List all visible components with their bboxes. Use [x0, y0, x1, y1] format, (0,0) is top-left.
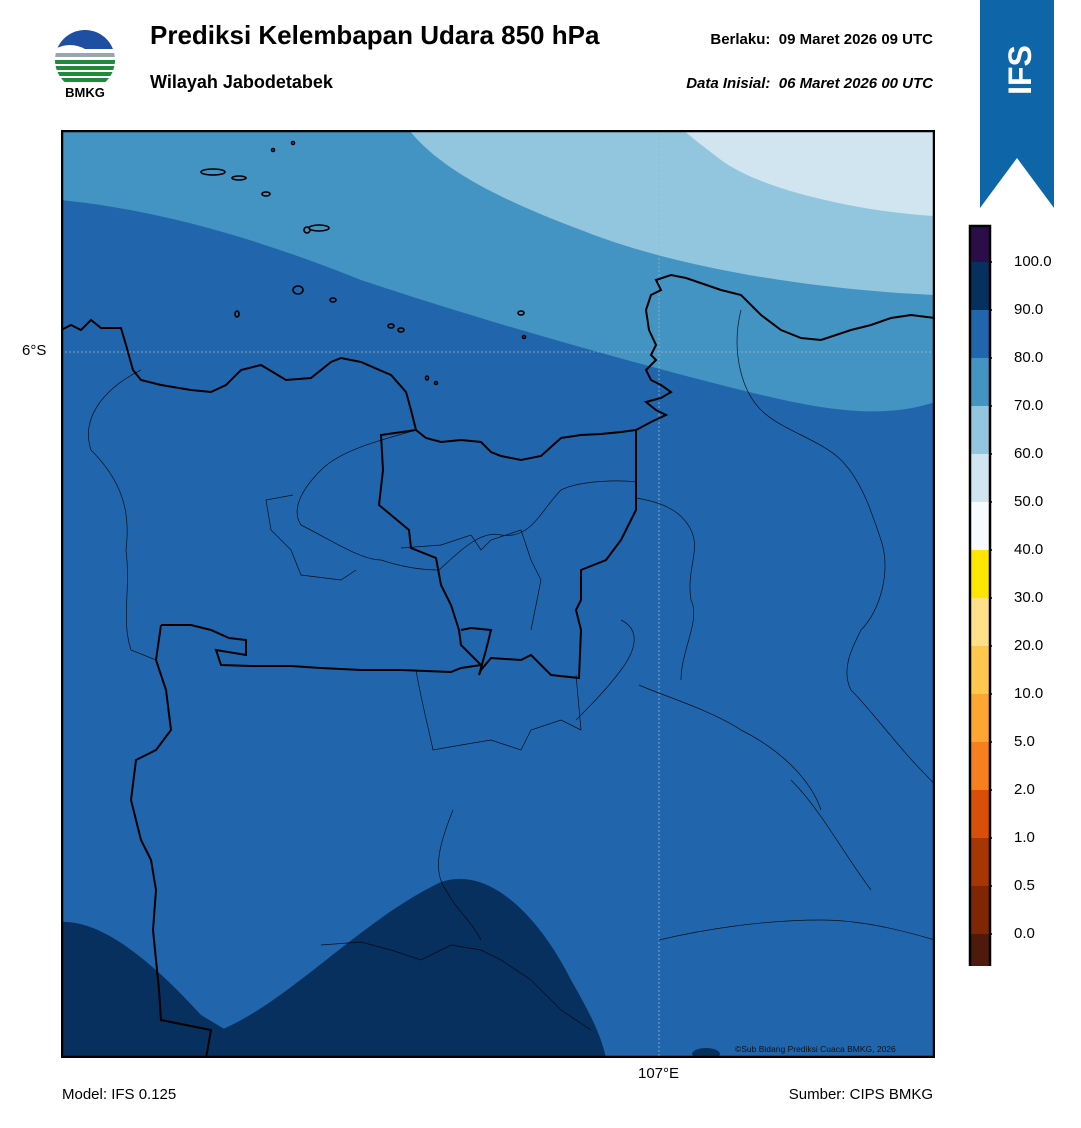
colorbar-segment — [970, 550, 990, 598]
colorbar-segment — [970, 790, 990, 838]
colorbar-segment — [970, 838, 990, 886]
colorbar-segment — [970, 454, 990, 502]
map-credit: ©Sub Bidang Prediksi Cuaca BMKG, 2026 — [735, 1044, 896, 1054]
colorbar-tick-label: 2.0 — [1014, 781, 1035, 798]
valid-time: Berlaku: 09 Maret 2026 09 UTC — [710, 31, 933, 48]
colorbar-tick-label: 0.5 — [1014, 877, 1035, 894]
colorbar-segment — [970, 646, 990, 694]
valid-label: Berlaku: — [710, 31, 771, 48]
init-value: 06 Maret 2026 00 UTC — [778, 75, 933, 92]
band-90-100-left — [62, 922, 231, 1057]
colorbar-tick-label: 100.0 — [1014, 253, 1052, 270]
colorbar-tick-label: 5.0 — [1014, 733, 1035, 750]
lat-label: 6°S — [22, 342, 47, 359]
colorbar-segment — [970, 358, 990, 406]
humidity-map — [61, 130, 935, 1058]
colorbar-frame — [968, 224, 992, 966]
ifs-ribbon — [980, 0, 1054, 208]
colorbar-segment — [970, 226, 990, 262]
colorbar-segment — [970, 502, 990, 550]
colorbar-segment — [970, 886, 990, 934]
colorbar-tick-label: 70.0 — [1014, 397, 1044, 414]
colorbar-tick-label: 90.0 — [1014, 301, 1044, 318]
colorbar-tick-label: 40.0 — [1014, 541, 1044, 558]
init-label: Data Inisial: — [686, 75, 771, 92]
band-90-100-spot — [692, 1048, 720, 1057]
page-title: Prediksi Kelembapan Udara 850 hPa — [150, 20, 600, 50]
lon-label: 107°E — [638, 1065, 680, 1082]
logo-text: BMKG — [65, 85, 105, 100]
map-frame — [61, 130, 935, 1058]
colorbar — [968, 224, 992, 966]
svg-text:IFS: IFS — [1002, 45, 1038, 95]
init-time: Data Inisial: 06 Maret 2026 00 UTC — [686, 75, 933, 92]
model-label: Model: IFS 0.125 — [62, 1086, 177, 1103]
coastline — [61, 273, 935, 462]
page-subtitle: Wilayah Jabodetabek — [150, 72, 333, 92]
bmkg-logo — [55, 30, 115, 82]
colorbar-tick-label: 50.0 — [1014, 493, 1044, 510]
colorbar-segment — [970, 742, 990, 790]
valid-value: 09 Maret 2026 09 UTC — [778, 31, 933, 48]
colorbar-tick-label: 30.0 — [1014, 589, 1044, 606]
band-50-60 — [684, 131, 934, 216]
colorbar-tick-label: 80.0 — [1014, 349, 1044, 366]
ifs-badge-text: IFS — [1002, 45, 1038, 95]
colorbar-segment — [970, 310, 990, 358]
regency-boundaries — [88, 309, 935, 1031]
band-90-100-center — [221, 878, 606, 1057]
colorbar-tick-label: 60.0 — [1014, 445, 1044, 462]
colorbar-segment — [970, 262, 990, 310]
colorbar-tick-label: 10.0 — [1014, 685, 1044, 702]
colorbar-segment — [970, 406, 990, 454]
colorbar-tick-label: 1.0 — [1014, 829, 1035, 846]
colorbar-segment — [970, 694, 990, 742]
thousand-islands — [200, 140, 527, 386]
source-label: Sumber: CIPS BMKG — [788, 1086, 933, 1103]
colorbar-segment — [970, 934, 990, 966]
province-boundaries — [129, 429, 637, 1058]
colorbar-segment — [970, 598, 990, 646]
colorbar-tick-label: 0.0 — [1014, 925, 1035, 942]
colorbar-tick-label: 20.0 — [1014, 637, 1044, 654]
